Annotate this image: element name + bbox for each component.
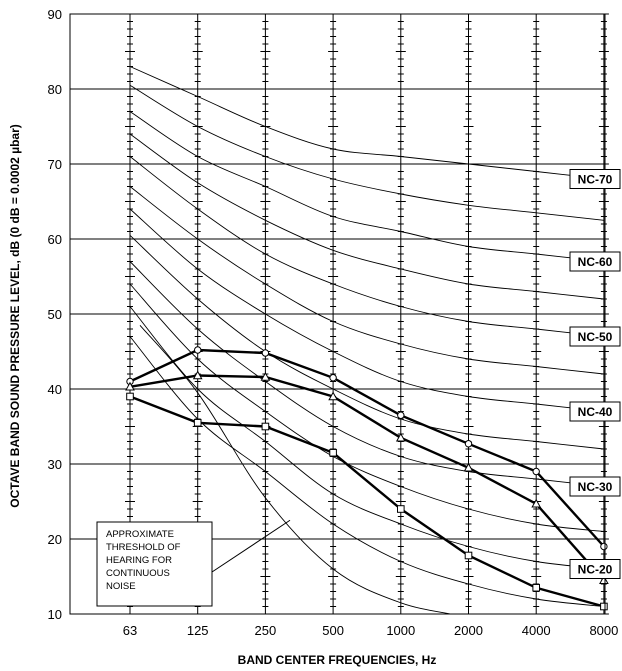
marker-circle-500 [329,374,337,382]
x-tick-63: 63 [123,623,137,638]
nc-label-box-nc-50 [569,326,621,347]
marker-square-250 [261,422,270,431]
y-tick-30: 30 [48,457,62,472]
y-tick-40: 40 [48,382,62,397]
nc-curve-nc-40 [129,208,604,412]
nc-curve-nc-65 [129,84,604,221]
marker-triangle-500 [328,391,338,401]
y-tick-80: 80 [48,82,62,97]
nc-curve-nc-70 [129,66,604,180]
nc-curve-nc-60 [129,111,604,262]
marker-square-2000 [464,551,473,560]
plot-border [69,13,606,615]
y-tick-labels: 10 20 30 40 50 60 70 80 90 [48,7,62,622]
marker-circle-4000 [532,467,540,476]
marker-circle-250 [261,349,270,357]
nc-label-nc-30: NC-30 [578,480,613,494]
measured-line-triangle [129,374,605,582]
annotation-line-5: NOISE [106,581,136,592]
marker-square-125 [193,418,202,427]
x-tick-1000: 1000 [386,623,415,638]
x-tick-4000: 4000 [522,623,551,638]
nc-curve-nc-20 [129,306,604,570]
marker-circle-2000 [464,440,473,448]
y-tick-20: 20 [48,532,62,547]
nc-label-nc-20: NC-20 [578,563,613,577]
nc-curve-nc-45 [129,186,604,375]
y-tick-60: 60 [48,232,62,247]
threshold-annotation: APPROXIMATE THRESHOLD OF HEARING FOR CON… [96,519,291,607]
nc-label-box-nc-20 [569,559,621,579]
nc-label-nc-40: NC-40 [578,405,613,419]
annotation-line-3: HEARING FOR [106,555,172,566]
annotation-line-1: APPROXIMATE [106,529,174,540]
marker-square-8000 [600,602,608,611]
annotation-box [96,521,213,607]
x-tick-labels: 63 125 250 500 1000 2000 4000 8000 [123,623,619,638]
measured-line-circle [129,348,605,548]
marker-circle-125 [194,346,202,354]
x-tick-500: 500 [322,623,344,638]
y-axis-title: OCTAVE BAND SOUND PRESSURE LEVEL, dB (0 … [8,124,22,508]
nc-curve-nc-35 [129,234,604,450]
annotation-line-4: CONTINUOUS [106,568,170,579]
marker-triangle-63 [125,381,135,391]
marker-square-4000 [532,583,541,592]
nc-label-nc-70: NC-70 [578,173,613,187]
marker-triangle-8000 [599,575,609,584]
y-tick-10: 10 [48,607,62,622]
annotation-line-2: THRESHOLD OF [106,542,181,553]
marker-triangle-125 [192,370,203,380]
annotation-pointer [211,519,291,573]
nc-label-nc-60: NC-60 [578,255,613,269]
marker-triangle-1000 [395,432,406,442]
nc-label-box-nc-40 [569,401,621,422]
nc-curve-nc-50 [129,156,604,337]
y-tick-90: 90 [48,7,62,22]
x-tick-8000: 8000 [589,623,618,638]
marker-circle-8000 [600,542,608,551]
x-tick-125: 125 [187,623,209,638]
marker-square-63 [126,392,134,401]
nc-labels: NC-70 NC-60 NC-50 NC-40 NC-30 NC-20 [569,169,621,579]
marker-square-500 [329,448,337,457]
measured-series [125,346,609,611]
marker-circle-1000 [397,411,405,419]
y-tick-70: 70 [48,157,62,172]
marker-triangle-2000 [463,462,474,472]
threshold-curve [139,325,453,614]
x-tick-250: 250 [255,623,277,638]
nc-curve-nc-55 [129,133,604,300]
marker-square-1000 [397,505,405,513]
marker-triangle-4000 [531,498,542,508]
nc-label-nc-50: NC-50 [578,330,613,344]
marker-triangle-250 [260,371,271,381]
nc-label-box-nc-60 [569,251,621,272]
x-axis-title: BAND CENTER FREQUENCIES, Hz [238,653,437,667]
measured-line-square [129,395,605,608]
nc-label-box-nc-30 [569,476,621,497]
nc-label-box-nc-70 [569,169,621,189]
nc-curve-nc-30 [129,261,604,487]
x-tick-2000: 2000 [454,623,483,638]
threshold-line [139,325,453,614]
nc-curve-nc-25 [129,283,604,532]
y-tick-50: 50 [48,307,62,322]
